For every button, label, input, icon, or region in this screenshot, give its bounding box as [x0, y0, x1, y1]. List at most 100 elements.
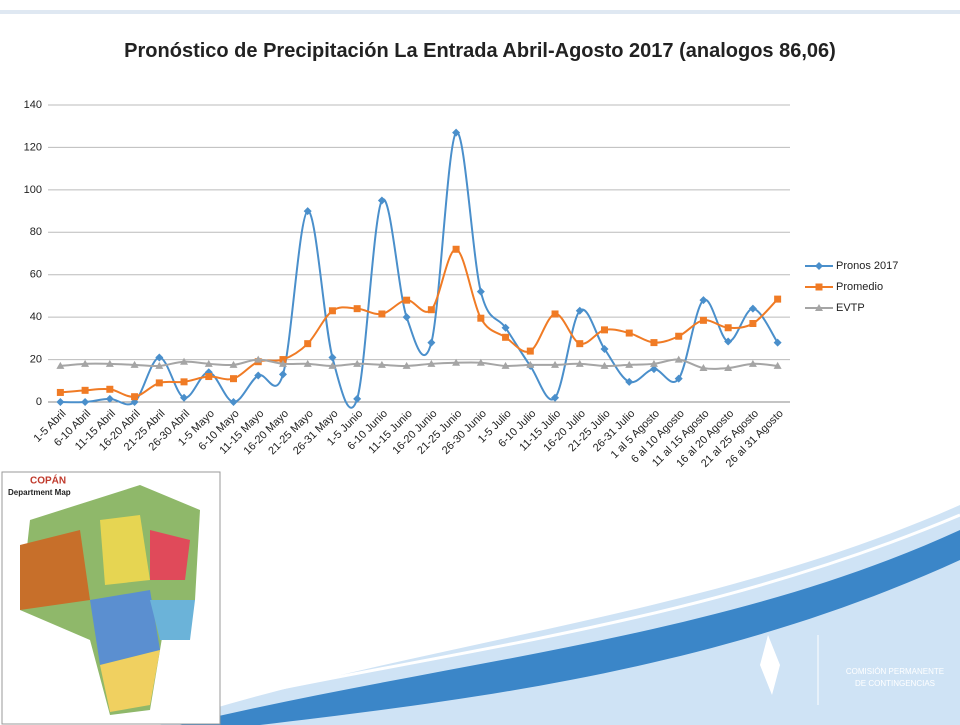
marker	[304, 340, 312, 348]
marker	[600, 361, 609, 369]
marker	[674, 374, 683, 383]
y-tick-label: 80	[30, 226, 42, 238]
marker	[402, 313, 411, 322]
marker	[180, 393, 189, 402]
marker	[476, 358, 485, 366]
marker	[204, 359, 213, 367]
marker	[427, 306, 435, 314]
logo-line2: DE CONTINGENCIAS	[855, 679, 935, 688]
marker	[230, 375, 237, 383]
marker	[328, 361, 337, 369]
marker	[81, 359, 90, 367]
marker	[502, 333, 510, 341]
marker	[353, 359, 362, 367]
marker	[675, 332, 683, 340]
marker	[279, 356, 287, 364]
marker	[180, 357, 189, 365]
y-tick-label: 0	[36, 396, 42, 408]
marker	[56, 398, 65, 406]
marker	[526, 347, 534, 355]
marker	[452, 358, 461, 366]
marker	[699, 364, 708, 372]
marker	[526, 360, 535, 368]
marker	[601, 326, 608, 334]
marker	[625, 360, 634, 368]
line	[60, 248, 779, 398]
marker	[278, 370, 287, 379]
marker	[774, 295, 782, 303]
marker	[303, 207, 312, 216]
y-tick-label: 100	[24, 184, 42, 196]
swoosh-light	[160, 505, 960, 725]
marker	[748, 304, 757, 313]
swoosh-line	[199, 513, 960, 707]
series	[56, 245, 782, 401]
marker	[625, 377, 634, 386]
line	[60, 131, 779, 409]
marker	[452, 128, 461, 137]
legend-label: EVTP	[836, 302, 865, 314]
marker	[674, 355, 683, 363]
chart-title: Pronóstico de Precipitación La Entrada A…	[124, 40, 836, 62]
marker	[81, 386, 89, 394]
marker	[748, 359, 757, 367]
marker	[724, 337, 733, 346]
marker	[551, 310, 559, 318]
marker	[254, 355, 263, 363]
y-tick-label: 120	[24, 141, 42, 153]
marker	[229, 360, 238, 368]
marker	[551, 360, 560, 368]
marker	[130, 360, 139, 368]
marker	[699, 296, 708, 305]
map: COPÁN Department Map	[1, 471, 221, 725]
marker	[575, 306, 584, 315]
marker	[131, 393, 139, 401]
marker	[180, 378, 188, 386]
series	[56, 355, 782, 372]
marker	[649, 359, 658, 367]
marker	[378, 310, 386, 318]
marker	[427, 338, 436, 347]
y-tick-label: 40	[30, 311, 42, 323]
marker	[155, 379, 163, 387]
logo-line1: COMISIÓN PERMANENTE	[846, 667, 944, 676]
marker	[56, 361, 65, 369]
marker	[576, 340, 584, 348]
y-tick-label: 60	[30, 269, 42, 281]
legend-label: Promedio	[836, 281, 883, 293]
marker	[377, 196, 386, 205]
marker	[625, 329, 633, 337]
marker	[749, 320, 757, 328]
map-title: COPÁN	[30, 474, 66, 487]
marker	[303, 359, 312, 367]
marker	[377, 360, 386, 368]
marker	[575, 359, 584, 367]
marker	[403, 296, 411, 304]
marker	[353, 394, 362, 403]
marker	[155, 361, 164, 369]
map-subtitle: Department Map	[8, 488, 71, 497]
marker	[155, 353, 164, 362]
marker	[815, 304, 823, 311]
marker	[328, 307, 336, 315]
marker	[773, 338, 782, 347]
marker	[106, 385, 114, 393]
marker	[477, 314, 485, 322]
marker	[427, 359, 436, 367]
marker	[254, 371, 263, 380]
legend-label: Pronos 2017	[836, 260, 898, 272]
marker	[724, 324, 732, 332]
marker	[328, 353, 337, 362]
marker	[650, 339, 658, 347]
marker	[105, 359, 114, 367]
marker	[229, 398, 238, 406]
marker	[724, 364, 733, 372]
marker	[773, 361, 782, 369]
marker	[815, 283, 823, 291]
marker	[353, 305, 361, 313]
marker	[105, 394, 114, 403]
y-tick-label: 140	[24, 99, 42, 111]
marker	[600, 344, 609, 353]
